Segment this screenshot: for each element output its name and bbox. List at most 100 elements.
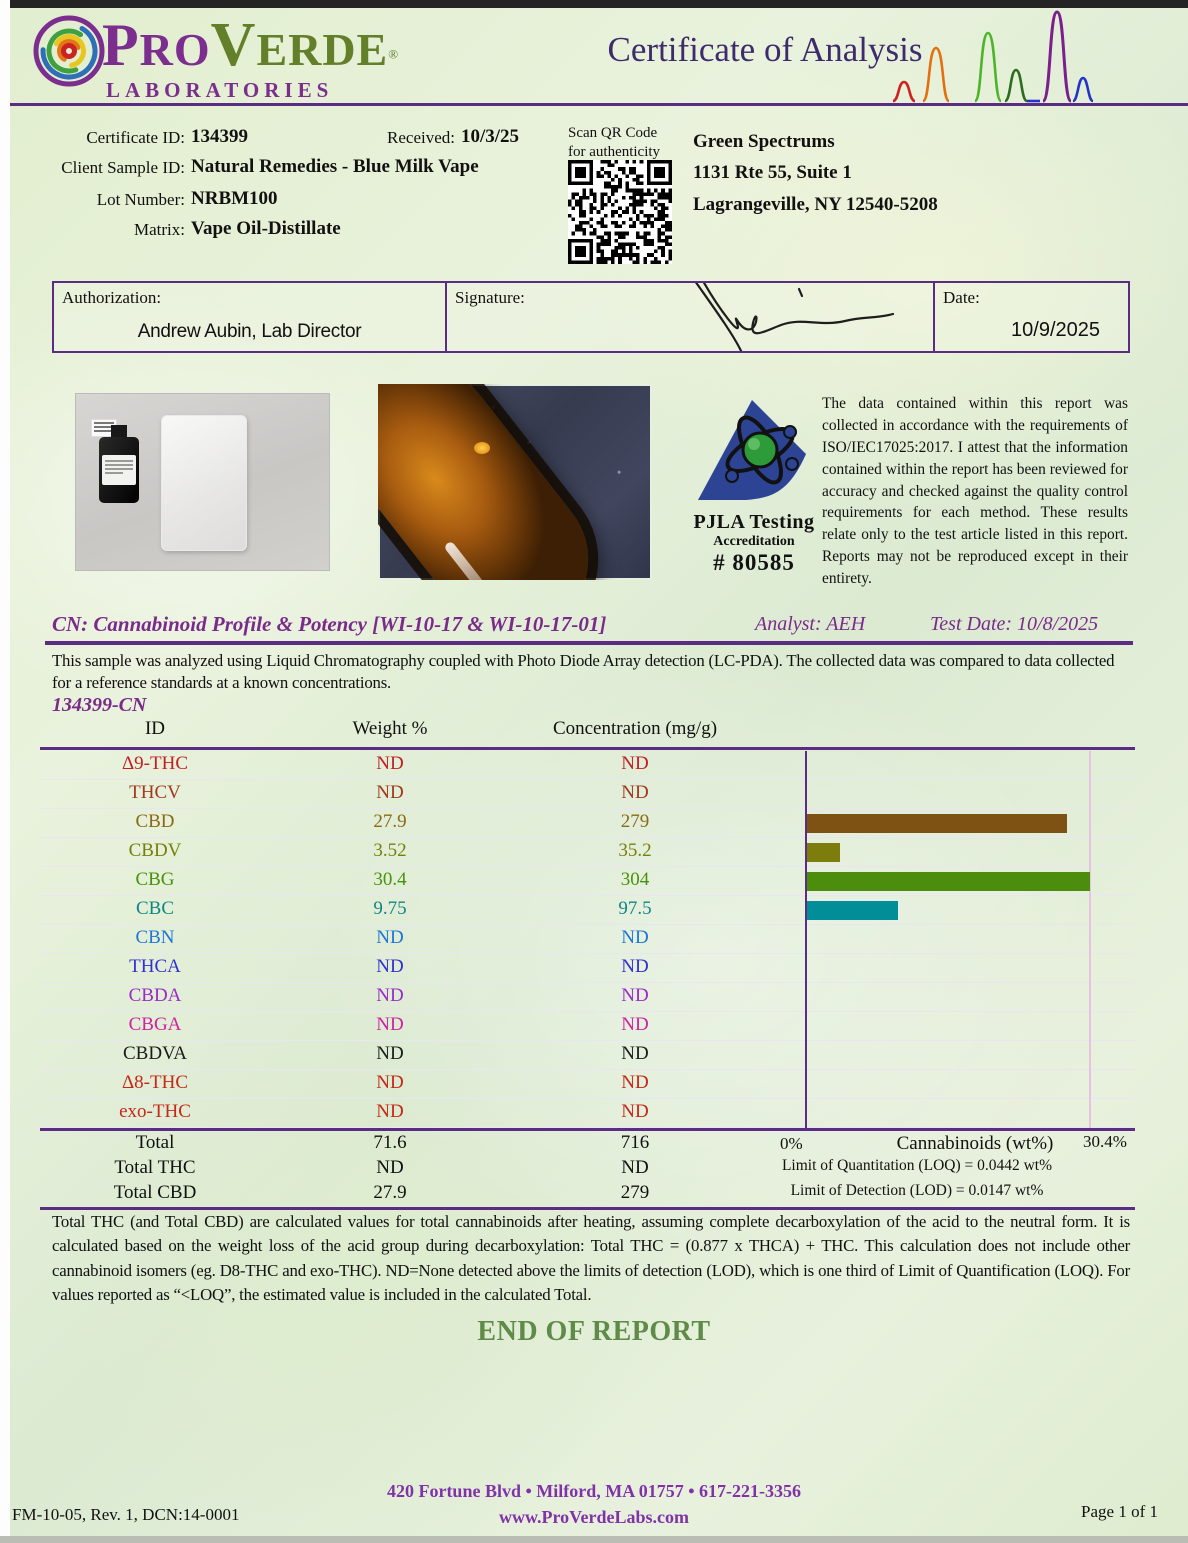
cell-weight: ND: [376, 985, 404, 1006]
footer-website[interactable]: www.ProVerdeLabs.com: [499, 1507, 689, 1528]
client-name: Green Spectrums: [693, 131, 835, 152]
received-label: Received:: [387, 128, 455, 147]
iso-statement: The data contained within this report wa…: [822, 395, 1128, 587]
section-analyst: Analyst: AEH: [755, 613, 866, 635]
footer-address-block: 420 Fortune Blvd • Milford, MA 01757 • 6…: [0, 1478, 1188, 1530]
cell-conc: ND: [621, 753, 649, 774]
brand-laboratories: LABORATORIES: [106, 78, 334, 102]
total-cell-id: Total: [135, 1131, 175, 1153]
axis-min-label: 0%: [780, 1133, 803, 1153]
total-cell-weight: ND: [376, 1156, 404, 1178]
cell-id: exo-THC: [119, 1101, 191, 1122]
total-cell-conc: 279: [620, 1181, 650, 1203]
cell-conc: ND: [621, 927, 649, 948]
cell-id: THCA: [129, 956, 181, 977]
cell-weight: ND: [376, 1043, 404, 1064]
brand-wordmark: PROVERDE®: [102, 11, 399, 79]
total-cell-id: Total CBD: [113, 1181, 197, 1203]
authorization-cell: Authorization: Andrew Aubin, Lab Directo…: [54, 283, 447, 351]
client-address-1: 1131 Rte 55, Suite 1: [693, 162, 852, 184]
sample-photo-bag: [75, 393, 330, 571]
cell-conc: ND: [621, 1101, 649, 1122]
cell-weight: 27.9: [373, 811, 407, 832]
total-cell-weight: 71.6: [373, 1131, 407, 1153]
certificate-id-label: Certificate ID:: [86, 128, 185, 147]
table-header-row: ID Weight % Concentration (mg/g): [40, 718, 1135, 750]
scan-edge-bottom: [0, 1536, 1188, 1543]
table-row: Δ9-THC ND ND: [40, 751, 1135, 780]
signature-cell: Signature:: [447, 279, 935, 355]
column-header-id: ID: [144, 718, 166, 739]
cell-conc: ND: [621, 956, 649, 977]
matrix-label: Matrix:: [134, 220, 185, 239]
signature-scribble: [693, 279, 895, 355]
table-row: CBN ND ND: [40, 925, 1135, 954]
scan-edge-top: [10, 0, 1188, 8]
cell-conc: ND: [621, 1043, 649, 1064]
pjla-line2: Accreditation: [713, 534, 795, 549]
signature-label: Signature:: [455, 288, 525, 307]
calculation-footnote: Total THC (and Total CBD) are calculated…: [52, 1212, 1130, 1305]
cell-id: CBD: [135, 811, 175, 832]
cell-conc: ND: [621, 985, 649, 1006]
table-row: CBGA ND ND: [40, 1012, 1135, 1041]
section-description: This sample was analyzed using Liquid Ch…: [52, 651, 1115, 693]
cell-weight: 9.75: [373, 898, 407, 919]
lot-number-label: Lot Number:: [96, 190, 185, 209]
column-header-weight: Weight %: [352, 718, 428, 739]
date-value: 10/9/2025: [1011, 319, 1100, 341]
table-totals-divider: [40, 1128, 1135, 1131]
cell-id: THCV: [129, 782, 181, 803]
cell-conc: 97.5: [618, 898, 652, 919]
cell-id: CBG: [135, 869, 175, 890]
table-header-divider: [40, 747, 1135, 750]
total-cell-conc: 716: [620, 1131, 650, 1153]
cell-weight: ND: [376, 1014, 404, 1035]
loq-label: Limit of Quantitation (LOQ) = 0.0442 wt%: [781, 1156, 1053, 1174]
authorization-box: Authorization: Andrew Aubin, Lab Directo…: [52, 279, 1130, 355]
authorization-name: Andrew Aubin, Lab Director: [137, 321, 362, 342]
qr-caption: Scan QR Code for authenticity: [568, 125, 661, 160]
authorization-label: Authorization:: [62, 288, 162, 307]
cell-weight: ND: [376, 1101, 404, 1122]
cell-id: Δ9-THC: [121, 753, 189, 774]
section-title: CN: Cannabinoid Profile & Potency [WI-10…: [52, 612, 607, 636]
cell-conc: ND: [621, 1014, 649, 1035]
section-divider: [45, 641, 1133, 645]
lod-label: Limit of Detection (LOD) = 0.0147 wt%: [790, 1181, 1044, 1199]
totals-row: Total CBD 27.9 279 Limit of Detection (LOD)…: [40, 1181, 1135, 1206]
table-row: CBG 30.4 304: [40, 867, 1135, 896]
footer-page-number: Page 1 of 1: [1081, 1502, 1158, 1521]
table-bottom-divider: [40, 1206, 1135, 1210]
matrix-value: Vape Oil-Distillate: [191, 218, 341, 239]
client-address-2: Lagrangeville, NY 12540-5208: [693, 193, 938, 215]
table-row: exo-THC ND ND: [40, 1099, 1135, 1128]
cell-weight: ND: [376, 1072, 404, 1093]
cell-id: CBN: [135, 927, 175, 948]
client-sample-id-label: Client Sample ID:: [61, 158, 185, 177]
table-row: THCA ND ND: [40, 954, 1135, 983]
proverde-logo-icon: [33, 15, 105, 87]
cell-conc: 279: [620, 811, 650, 832]
header-divider: [10, 103, 1188, 106]
cell-conc: ND: [621, 782, 649, 803]
total-cell-conc: ND: [621, 1156, 649, 1178]
total-cell-weight: 27.9: [373, 1181, 407, 1203]
cell-id: CBC: [135, 898, 175, 919]
cell-weight: ND: [376, 753, 404, 774]
received-value: 10/3/25: [461, 126, 520, 147]
pjla-line1: PJLA Testing: [693, 511, 815, 533]
table-row: THCV ND ND: [40, 780, 1135, 809]
pjla-line3: # 80585: [713, 550, 795, 575]
client-sample-id-value: Natural Remedies - Blue Milk Vape: [191, 156, 479, 177]
chromatogram-peaks-icon: [892, 10, 1094, 103]
cell-id: CBDV: [128, 840, 182, 861]
table-row: CBDV 3.52 35.2: [40, 838, 1135, 867]
footer-address: 420 Fortune Blvd • Milford, MA 01757 • 6…: [386, 1481, 802, 1501]
table-row: CBDVA ND ND: [40, 1041, 1135, 1070]
document-title: Certificate of Analysis: [607, 30, 923, 69]
cell-conc: 35.2: [618, 840, 652, 861]
table-body: Δ9-THC ND ND THCV ND ND CBD 27.9 279 CBDV 3.52 35.2…: [40, 751, 1135, 1128]
axis-max-label: 30.4%: [1083, 1131, 1127, 1151]
